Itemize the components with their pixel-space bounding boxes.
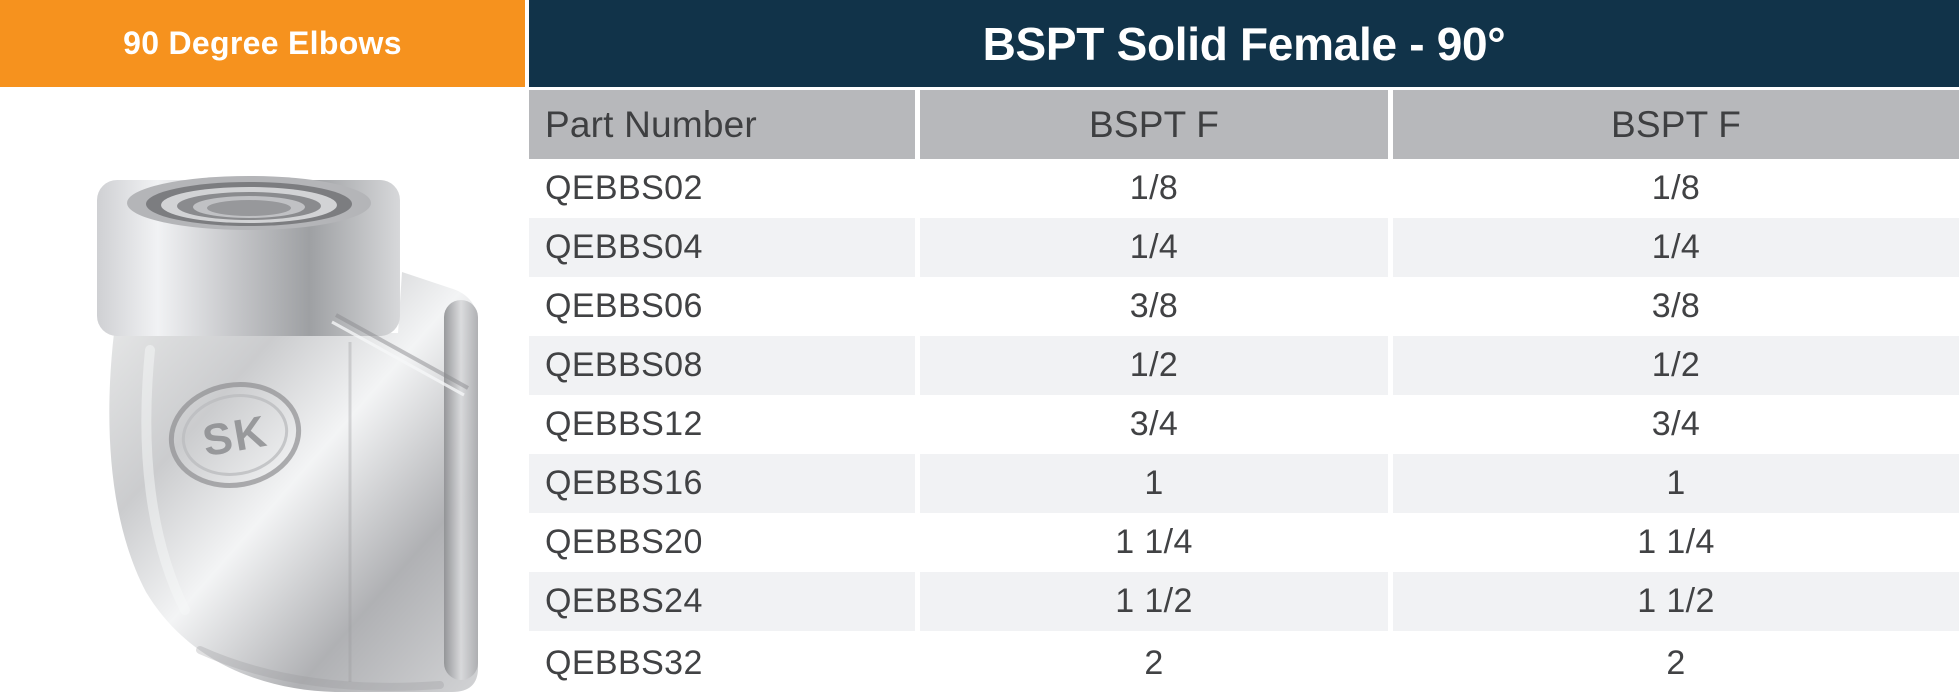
bspt-f-cell: 3/4	[1393, 395, 1959, 454]
part-number-cell: QEBBS20	[529, 513, 915, 572]
parts-table: Part Number BSPT F BSPT F QEBBS02 1/8 1/…	[529, 90, 1959, 695]
bspt-f-cell: 2	[1393, 631, 1959, 695]
table-row: QEBBS16 1 1	[529, 454, 1959, 513]
page-title: BSPT Solid Female - 90°	[982, 17, 1506, 70]
bspt-f-cell: 1 1/2	[1393, 572, 1959, 631]
table-header-row: Part Number BSPT F BSPT F	[529, 90, 1959, 159]
column-header-bspt-f-2: BSPT F	[1393, 90, 1959, 159]
part-number-cell: QEBBS04	[529, 218, 915, 277]
table-row: QEBBS08 1/2 1/2	[529, 336, 1959, 395]
column-header-bspt-f-1: BSPT F	[920, 90, 1388, 159]
elbow-bottom-shade	[196, 646, 444, 691]
category-banner: 90 Degree Elbows	[0, 0, 525, 87]
bspt-f-cell: 1	[920, 454, 1388, 513]
elbow-body	[109, 272, 479, 692]
bspt-f-cell: 2	[920, 631, 1388, 695]
bspt-f-cell: 3/8	[1393, 277, 1959, 336]
table-row: QEBBS20 1 1/4 1 1/4	[529, 513, 1959, 572]
elbow-left-highlight	[141, 345, 190, 615]
bspt-f-cell: 1 1/4	[1393, 513, 1959, 572]
table-row: QEBBS32 2 2	[529, 631, 1959, 695]
bspt-f-cell: 1/2	[920, 336, 1388, 395]
table-row: QEBBS24 1 1/2 1 1/2	[529, 572, 1959, 631]
part-number-cell: QEBBS16	[529, 454, 915, 513]
elbow-top-opening	[127, 176, 371, 230]
part-number-cell: QEBBS12	[529, 395, 915, 454]
elbow-right-socket-face	[444, 300, 478, 680]
elbow-ridge-highlight	[331, 320, 465, 397]
table-row: QEBBS12 3/4 3/4	[529, 395, 1959, 454]
table-row: QEBBS04 1/4 1/4	[529, 218, 1959, 277]
bspt-f-cell: 3/4	[920, 395, 1388, 454]
bspt-f-cell: 1	[1393, 454, 1959, 513]
bspt-f-cell: 1/4	[920, 218, 1388, 277]
column-header-part-number: Part Number	[529, 90, 915, 159]
bspt-f-cell: 1/2	[1393, 336, 1959, 395]
part-number-cell: QEBBS02	[529, 159, 915, 218]
part-number-cell: QEBBS32	[529, 631, 915, 695]
part-number-cell: QEBBS06	[529, 277, 915, 336]
bspt-f-cell: 1/8	[920, 159, 1388, 218]
bspt-f-cell: 1/8	[1393, 159, 1959, 218]
part-number-cell: QEBBS24	[529, 572, 915, 631]
title-bar: BSPT Solid Female - 90°	[529, 0, 1959, 87]
category-banner-label: 90 Degree Elbows	[123, 25, 402, 61]
bspt-f-cell: 1 1/2	[920, 572, 1388, 631]
elbow-ridge-shadow	[335, 313, 469, 390]
bspt-f-cell: 1/4	[1393, 218, 1959, 277]
manufacturer-stamp: SK	[168, 382, 302, 488]
stamp-mark: SK	[199, 407, 272, 467]
part-number-cell: QEBBS08	[529, 336, 915, 395]
product-photo-elbow: SK	[97, 176, 479, 692]
table-row: QEBBS06 3/8 3/8	[529, 277, 1959, 336]
bspt-f-cell: 1 1/4	[920, 513, 1388, 572]
table-row: QEBBS02 1/8 1/8	[529, 159, 1959, 218]
bspt-f-cell: 3/8	[920, 277, 1388, 336]
